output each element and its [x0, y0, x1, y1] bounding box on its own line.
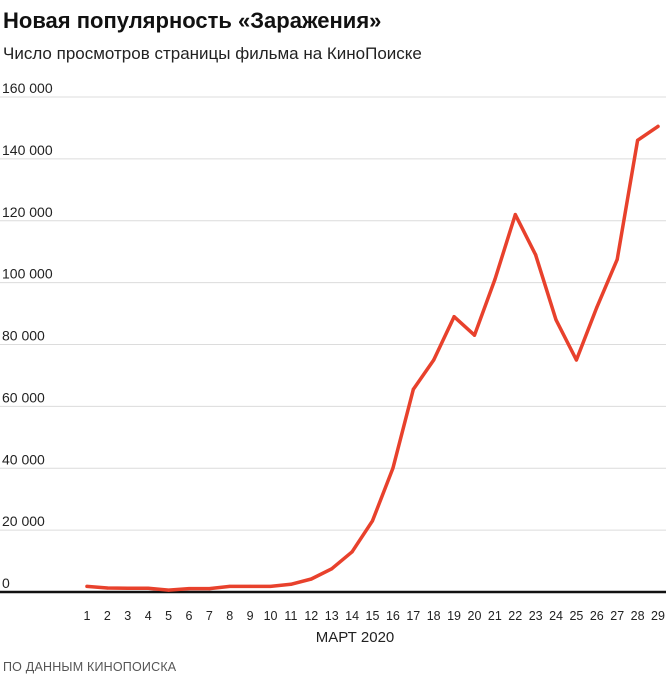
data-point [513, 212, 517, 217]
source-note: ПО ДАННЫМ КИНОПОИСКА [3, 660, 177, 674]
x-tick-label: 22 [508, 609, 522, 623]
y-tick-label: 140 000 [2, 142, 53, 158]
data-point [248, 584, 252, 589]
x-tick-label: 28 [631, 609, 645, 623]
x-tick-label: 14 [345, 609, 359, 623]
x-tick-label: 7 [206, 609, 213, 623]
x-tick-label: 16 [386, 609, 400, 623]
data-point [350, 550, 354, 554]
x-tick-label: 15 [366, 609, 380, 623]
data-point [228, 584, 232, 589]
y-tick-label: 40 000 [2, 451, 45, 467]
data-point [330, 567, 334, 571]
y-tick-label: 160 000 [2, 80, 53, 96]
data-point [636, 138, 640, 142]
x-tick-label: 3 [124, 609, 131, 623]
x-axis-label: МАРТ 2020 [316, 629, 395, 646]
data-point [85, 584, 89, 589]
data-point [452, 315, 456, 319]
x-tick-label: 18 [427, 609, 441, 623]
chart-title: Новая популярность «Заражения» [3, 8, 382, 33]
y-tick-label: 120 000 [2, 204, 53, 220]
data-point [432, 358, 436, 362]
x-tick-label: 20 [468, 609, 482, 623]
data-point [126, 586, 130, 590]
data-point [309, 577, 313, 581]
data-point [146, 586, 150, 590]
x-tick-label: 27 [610, 609, 624, 623]
data-point [534, 253, 538, 257]
x-tick-label: 9 [247, 609, 254, 623]
data-point [656, 124, 660, 128]
x-tick-label: 12 [304, 609, 318, 623]
x-tick-label: 25 [569, 609, 583, 623]
x-tick-label: 11 [284, 609, 297, 623]
x-tick-label: 17 [406, 609, 420, 623]
x-tick-label: 13 [325, 609, 339, 623]
data-point [289, 582, 293, 586]
data-point [615, 257, 619, 262]
x-tick-label: 1 [84, 609, 91, 623]
x-tick-label: 19 [447, 609, 461, 623]
data-point [411, 387, 415, 391]
x-tick-label: 21 [488, 609, 502, 623]
data-point [370, 519, 375, 523]
x-tick-label: 2 [104, 609, 111, 623]
data-point [268, 584, 273, 589]
y-tick-label: 60 000 [2, 389, 45, 405]
y-tick-label: 0 [2, 575, 10, 591]
y-tick-label: 80 000 [2, 328, 45, 344]
x-tick-label: 29 [651, 609, 665, 623]
x-tick-label: 23 [529, 609, 543, 623]
data-point [554, 318, 558, 322]
y-tick-label: 100 000 [2, 266, 53, 282]
x-tick-label: 6 [185, 609, 192, 623]
x-tick-label: 10 [264, 609, 278, 623]
x-tick-label: 26 [590, 609, 604, 623]
data-point [187, 586, 191, 591]
y-tick-label: 20 000 [2, 513, 45, 529]
data-point [595, 305, 599, 309]
data-point [166, 588, 171, 592]
data-point [207, 586, 211, 591]
x-tick-label: 8 [226, 609, 233, 623]
chart-subtitle: Число просмотров страницы фильма на Кино… [3, 44, 422, 63]
x-tick-label: 4 [145, 609, 152, 623]
data-point [574, 358, 579, 362]
data-point [105, 586, 109, 590]
data-point [472, 333, 477, 337]
x-tick-label: 24 [549, 609, 563, 623]
data-point [493, 277, 497, 282]
data-point [391, 466, 395, 470]
x-tick-label: 5 [165, 609, 172, 623]
